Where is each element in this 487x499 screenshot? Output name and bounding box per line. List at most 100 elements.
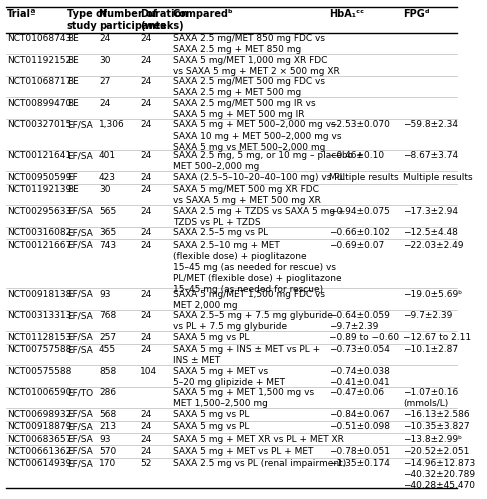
Text: 170: 170 bbox=[99, 459, 116, 468]
Text: SAXA 2.5 mg + TZDS vs SAXA 5 mg +
TZDS vs PL + TZDS: SAXA 2.5 mg + TZDS vs SAXA 5 mg + TZDS v… bbox=[172, 207, 345, 227]
Text: SAXA 5 mg + INS ± MET vs PL +
INS ± MET: SAXA 5 mg + INS ± MET vs PL + INS ± MET bbox=[172, 345, 320, 365]
Text: 455: 455 bbox=[99, 345, 116, 354]
Text: SAXA 5 mg vs PL: SAXA 5 mg vs PL bbox=[172, 410, 249, 419]
Text: NCT00683657: NCT00683657 bbox=[7, 435, 71, 444]
Text: EF/SA: EF/SA bbox=[67, 422, 93, 431]
Text: EF/SA: EF/SA bbox=[67, 120, 93, 130]
Text: −9.7±2.39: −9.7±2.39 bbox=[403, 311, 452, 320]
Text: NCT01192139: NCT01192139 bbox=[7, 185, 71, 194]
Text: 24: 24 bbox=[140, 447, 151, 456]
Text: 27: 27 bbox=[99, 77, 111, 86]
Text: SAXA 5 mg + MET 500–2,000 mg vs
SAXA 10 mg + MET 500–2,000 mg vs
SAXA 5 mg vs ME: SAXA 5 mg + MET 500–2,000 mg vs SAXA 10 … bbox=[172, 120, 341, 152]
Text: EF/SA: EF/SA bbox=[67, 447, 93, 456]
Text: −59.8±2.34: −59.8±2.34 bbox=[403, 120, 458, 130]
Text: 24: 24 bbox=[140, 422, 151, 431]
Text: −14.96±12.873
−40.32±20.789
−40.28±45.470: −14.96±12.873 −40.32±20.789 −40.28±45.47… bbox=[403, 459, 475, 491]
Text: 24: 24 bbox=[140, 228, 151, 237]
Text: 24: 24 bbox=[140, 99, 151, 108]
Text: NCT00316082: NCT00316082 bbox=[7, 228, 71, 237]
Text: 93: 93 bbox=[99, 290, 111, 299]
Text: NCT00295633: NCT00295633 bbox=[7, 207, 71, 216]
Text: NCT00757588: NCT00757588 bbox=[7, 345, 71, 354]
Text: 1,306: 1,306 bbox=[99, 120, 125, 130]
Text: −2.53±0.070: −2.53±0.070 bbox=[329, 120, 390, 130]
Text: NCT01128153: NCT01128153 bbox=[7, 333, 71, 342]
Text: 24: 24 bbox=[140, 34, 151, 43]
Text: NCT01006590: NCT01006590 bbox=[7, 388, 71, 397]
Text: SAXA (2.5–5–10–20–40–100 mg) vs PL: SAXA (2.5–5–10–20–40–100 mg) vs PL bbox=[172, 173, 344, 182]
Text: SAXA 5 mg + MET XR vs PL + MET XR: SAXA 5 mg + MET XR vs PL + MET XR bbox=[172, 435, 343, 444]
Text: 24: 24 bbox=[140, 207, 151, 216]
Text: SAXA 2.5–10 mg + MET
(flexible dose) + pioglitazone
15–45 mg (as needed for resc: SAXA 2.5–10 mg + MET (flexible dose) + p… bbox=[172, 241, 341, 294]
Text: NCT01068743: NCT01068743 bbox=[7, 34, 71, 43]
Text: 24: 24 bbox=[140, 173, 151, 182]
Text: −0.46±0.10: −0.46±0.10 bbox=[329, 151, 384, 160]
Text: NCT00661362: NCT00661362 bbox=[7, 447, 71, 456]
Text: EF/SA: EF/SA bbox=[67, 410, 93, 419]
Text: 24: 24 bbox=[140, 435, 151, 444]
Text: NCT01068717: NCT01068717 bbox=[7, 77, 71, 86]
Text: EF/SA: EF/SA bbox=[67, 311, 93, 320]
Text: 286: 286 bbox=[99, 388, 116, 397]
Text: −0.74±0.038
−0.41±0.041: −0.74±0.038 −0.41±0.041 bbox=[329, 367, 390, 387]
Text: −10.1±2.87: −10.1±2.87 bbox=[403, 345, 458, 354]
Text: NCT00313313: NCT00313313 bbox=[7, 311, 71, 320]
Text: 24: 24 bbox=[140, 120, 151, 130]
Text: 423: 423 bbox=[99, 173, 116, 182]
Text: SAXA 5 mg/MET 1,500 mg FDC vs
MET 2,000 mg: SAXA 5 mg/MET 1,500 mg FDC vs MET 2,000 … bbox=[172, 290, 325, 310]
Text: −0.51±0.098: −0.51±0.098 bbox=[329, 422, 390, 431]
Text: −16.13±2.586: −16.13±2.586 bbox=[403, 410, 469, 419]
Text: −13.8±2.99ᵇ: −13.8±2.99ᵇ bbox=[403, 435, 462, 444]
Text: Comparedᵇ: Comparedᵇ bbox=[172, 9, 233, 19]
Text: −0.66±0.102: −0.66±0.102 bbox=[329, 228, 390, 237]
Text: BE: BE bbox=[67, 56, 78, 65]
Text: NCT00614939: NCT00614939 bbox=[7, 459, 71, 468]
Text: −1.35±0.174: −1.35±0.174 bbox=[329, 459, 390, 468]
Text: BE: BE bbox=[67, 77, 78, 86]
Text: −0.94±0.075: −0.94±0.075 bbox=[329, 207, 390, 216]
Text: 24: 24 bbox=[140, 290, 151, 299]
Text: 570: 570 bbox=[99, 447, 116, 456]
Text: HbA₁ᶜᶜ: HbA₁ᶜᶜ bbox=[329, 9, 364, 19]
Text: SAXA 2.5–5 mg vs PL: SAXA 2.5–5 mg vs PL bbox=[172, 228, 268, 237]
Text: 365: 365 bbox=[99, 228, 116, 237]
Text: NCT00575588: NCT00575588 bbox=[7, 367, 71, 376]
Text: 24: 24 bbox=[140, 185, 151, 194]
Text: SAXA 2.5–5 mg + 7.5 mg glyburide
vs PL + 7.5 mg glyburide: SAXA 2.5–5 mg + 7.5 mg glyburide vs PL +… bbox=[172, 311, 333, 331]
Text: −17.3±2.94: −17.3±2.94 bbox=[403, 207, 458, 216]
Text: BE: BE bbox=[67, 34, 78, 43]
Text: EF: EF bbox=[67, 173, 77, 182]
Text: −10.35±3.827: −10.35±3.827 bbox=[403, 422, 469, 431]
Text: −0.47±0.06: −0.47±0.06 bbox=[329, 388, 384, 397]
Text: Type of
study: Type of study bbox=[67, 9, 107, 31]
Text: SAXA 2.5 mg/MET 850 mg FDC vs
SAXA 2.5 mg + MET 850 mg: SAXA 2.5 mg/MET 850 mg FDC vs SAXA 2.5 m… bbox=[172, 34, 325, 54]
Text: 24: 24 bbox=[140, 345, 151, 354]
Text: 257: 257 bbox=[99, 333, 116, 342]
Text: 30: 30 bbox=[99, 56, 111, 65]
Text: −12.67 to 2.11: −12.67 to 2.11 bbox=[403, 333, 471, 342]
Text: Duration
(weeks): Duration (weeks) bbox=[140, 9, 188, 31]
Text: EF/SA: EF/SA bbox=[67, 345, 93, 354]
Text: Multiple results: Multiple results bbox=[403, 173, 472, 182]
Text: SAXA 2.5 mg, 5 mg, or 10 mg – placebo +
MET 500–2,000 mg: SAXA 2.5 mg, 5 mg, or 10 mg – placebo + … bbox=[172, 151, 363, 171]
Text: Multiple results: Multiple results bbox=[329, 173, 399, 182]
Text: SAXA 2.5 mg/MET 500 mg FDC vs
SAXA 2.5 mg + MET 500 mg: SAXA 2.5 mg/MET 500 mg FDC vs SAXA 2.5 m… bbox=[172, 77, 325, 97]
Text: NCT00918879: NCT00918879 bbox=[7, 422, 71, 431]
Text: −1.07±0.16
(mmols/L): −1.07±0.16 (mmols/L) bbox=[403, 388, 458, 409]
Text: 93: 93 bbox=[99, 435, 111, 444]
Text: 104: 104 bbox=[140, 367, 157, 376]
Text: EF/SA: EF/SA bbox=[67, 290, 93, 299]
Text: 52: 52 bbox=[140, 459, 152, 468]
Text: EF/TO: EF/TO bbox=[67, 388, 93, 397]
Text: EF/SA: EF/SA bbox=[67, 207, 93, 216]
Text: 568: 568 bbox=[99, 410, 116, 419]
Text: SAXA 5 mg + MET 1,500 mg vs
MET 1,500–2,500 mg: SAXA 5 mg + MET 1,500 mg vs MET 1,500–2,… bbox=[172, 388, 314, 409]
Text: NCT00121667: NCT00121667 bbox=[7, 241, 71, 250]
Text: −0.78±0.051: −0.78±0.051 bbox=[329, 447, 390, 456]
Text: SAXA 2.5 mg vs PL (renal impairment): SAXA 2.5 mg vs PL (renal impairment) bbox=[172, 459, 346, 468]
Text: 743: 743 bbox=[99, 241, 116, 250]
Text: −0.64±0.059
−9.7±2.39: −0.64±0.059 −9.7±2.39 bbox=[329, 311, 390, 331]
Text: EF/SA: EF/SA bbox=[67, 459, 93, 468]
Text: SAXA 5 mg vs PL: SAXA 5 mg vs PL bbox=[172, 422, 249, 431]
Text: −19.0±5.69ᵇ: −19.0±5.69ᵇ bbox=[403, 290, 462, 299]
